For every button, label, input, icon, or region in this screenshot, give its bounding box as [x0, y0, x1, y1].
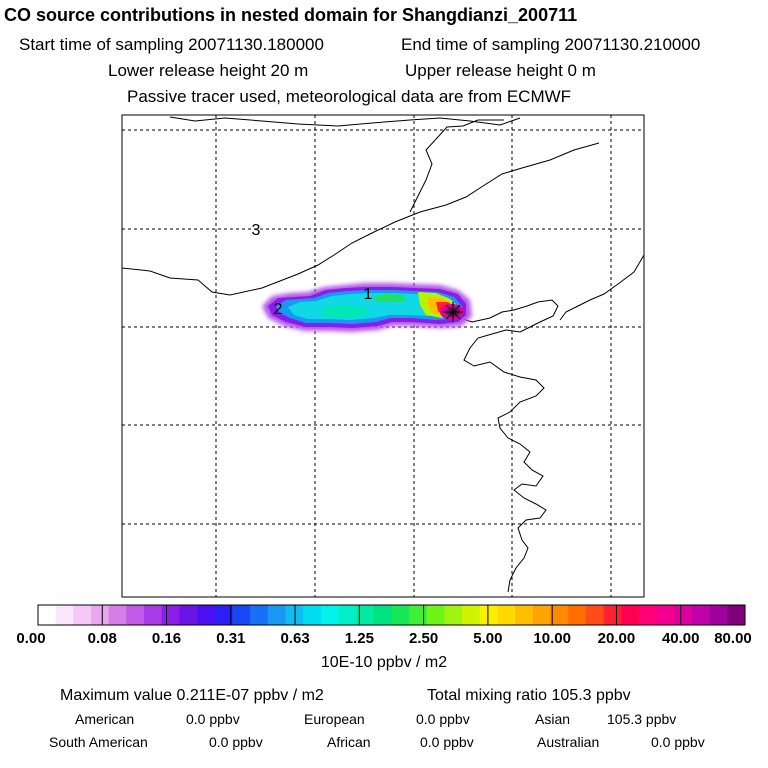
colorbar-swatch	[285, 605, 304, 625]
colorbar-tick-label: 0.00	[16, 630, 46, 647]
colorbar-swatch	[727, 605, 746, 625]
colorbar-swatch	[250, 605, 269, 625]
european-label: European	[304, 711, 365, 727]
south-american-label: South American	[49, 734, 148, 750]
colorbar-unit: 10E-10 ppbv / m2	[320, 654, 448, 671]
australian-label: Australian	[537, 734, 600, 750]
colorbar	[37, 604, 746, 626]
tracer-note: Passive tracer used, meteorological data…	[127, 87, 572, 106]
region-label-3: 3	[252, 222, 261, 239]
region-label-1: 1	[364, 286, 373, 303]
region-label-2: 2	[274, 301, 283, 318]
colorbar-tick-label: 2.50	[409, 630, 439, 647]
colorbar-tick-label: 0.08	[87, 630, 117, 647]
colorbar-tick-label: 0.63	[280, 630, 310, 647]
colorbar-swatch	[603, 605, 622, 625]
colorbar-swatch	[585, 605, 605, 625]
lower-height-label: Lower release height 20 m	[108, 61, 309, 80]
african-label: African	[327, 734, 371, 750]
colorbar-swatch	[479, 605, 499, 625]
maximum-value: Maximum value 0.211E-07 ppbv / m2	[60, 687, 324, 704]
colorbar-swatch	[515, 605, 534, 625]
south-american-value: 0.0 ppbv	[209, 734, 263, 750]
co-plume	[262, 283, 472, 332]
colorbar-tick-label: 40.00	[661, 630, 700, 647]
colorbar-swatch	[497, 605, 516, 625]
colorbar-swatch	[638, 605, 658, 625]
colorbar-swatch	[691, 605, 711, 625]
colorbar-swatch	[674, 605, 693, 625]
colorbar-swatch	[38, 605, 57, 625]
colorbar-swatch	[409, 605, 428, 625]
receptor-star-icon	[443, 302, 463, 322]
page-title: CO source contributions in nested domain…	[4, 5, 578, 25]
colorbar-swatch	[197, 605, 216, 625]
colorbar-swatch	[144, 605, 163, 625]
colorbar-tick-label: 1.25	[344, 630, 374, 647]
american-value: 0.0 ppbv	[186, 711, 240, 727]
colorbar-swatch	[91, 605, 110, 625]
colorbar-swatch	[444, 605, 463, 625]
colorbar-swatch	[73, 605, 92, 625]
colorbar-swatch	[532, 605, 552, 625]
colorbar-swatch	[338, 605, 357, 625]
european-value: 0.0 ppbv	[416, 711, 470, 727]
african-value: 0.0 ppbv	[420, 734, 474, 750]
boundaries	[122, 116, 644, 593]
colorbar-swatch	[426, 605, 446, 625]
colorbar-swatch	[550, 605, 569, 625]
colorbar-tick-label: 0.16	[151, 630, 182, 647]
asian-label: Asian	[535, 711, 571, 727]
colorbar-swatch	[126, 605, 145, 625]
colorbar-swatch	[709, 605, 728, 625]
colorbar-tick-label: 5.00	[473, 630, 503, 647]
total-mixing-ratio: Total mixing ratio 105.3 ppbv	[427, 687, 631, 704]
australian-value: 0.0 ppbv	[651, 734, 705, 750]
colorbar-swatch	[267, 605, 286, 625]
colorbar-swatch	[232, 605, 251, 625]
end-time-label: End time of sampling 20071130.210000	[401, 35, 701, 54]
colorbar-swatch	[656, 605, 675, 625]
map-frame	[121, 114, 645, 598]
colorbar-tick-label: 10.00	[533, 630, 571, 647]
colorbar-swatch	[356, 605, 375, 625]
colorbar-swatch	[214, 605, 233, 625]
upper-height-label: Upper release height 0 m	[405, 61, 596, 80]
asian-value: 105.3 ppbv	[607, 711, 677, 727]
colorbar-swatch	[303, 605, 322, 625]
colorbar-swatch	[55, 605, 74, 625]
start-time-label: Start time of sampling 20071130.180000	[19, 35, 324, 54]
colorbar-swatch	[320, 605, 339, 625]
colorbar-swatch	[373, 605, 392, 625]
colorbar-tick-label: 0.31	[216, 630, 246, 647]
colorbar-swatch	[462, 605, 481, 625]
colorbar-tick-label: 80.00	[714, 630, 752, 647]
american-label: American	[75, 711, 135, 727]
colorbar-swatch	[161, 605, 180, 625]
colorbar-swatch	[568, 605, 587, 625]
colorbar-swatch	[391, 605, 410, 625]
colorbar-border	[37, 604, 746, 626]
colorbar-swatch	[179, 605, 198, 625]
colorbar-swatch	[621, 605, 640, 625]
colorbar-tick-label: 20.00	[597, 630, 636, 647]
colorbar-swatch	[108, 605, 127, 625]
